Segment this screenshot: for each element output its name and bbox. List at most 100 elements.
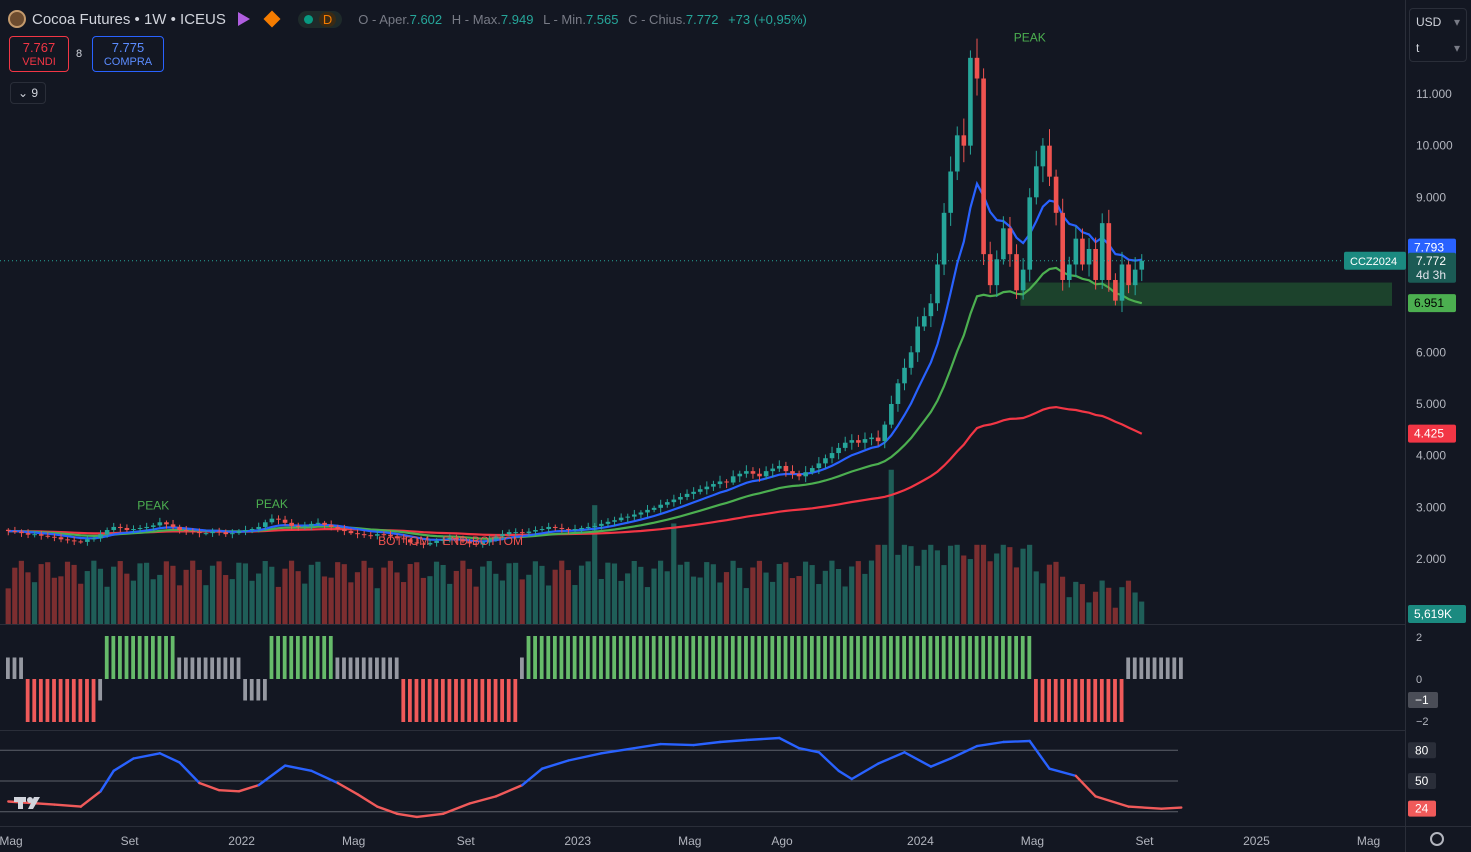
time-axis-label: Mag <box>678 834 701 848</box>
volume-bar <box>954 544 960 624</box>
histogram-bar <box>572 636 577 679</box>
histogram-bar <box>869 636 874 679</box>
candle <box>552 526 558 528</box>
histogram-bar <box>671 636 676 679</box>
volume-bar <box>1053 561 1059 624</box>
candle <box>91 538 97 540</box>
candle <box>612 520 617 522</box>
histogram-bar <box>447 679 452 722</box>
candle <box>256 526 262 530</box>
histogram-bar <box>118 636 122 679</box>
volume-bar <box>104 586 110 624</box>
volume-bar <box>796 576 802 624</box>
volume-bar <box>625 573 631 624</box>
volume-bar <box>526 574 532 624</box>
oscillator-line-segment <box>567 752 603 762</box>
sell-button[interactable]: 7.767 VENDI <box>9 36 69 72</box>
candle <box>183 530 189 532</box>
candle <box>262 522 268 527</box>
volume-bar <box>295 571 301 624</box>
volume-bar <box>1092 591 1099 624</box>
candle <box>717 481 723 485</box>
volume-bar <box>1040 583 1046 624</box>
settings-gear-icon[interactable] <box>1430 832 1444 846</box>
volume-bar <box>236 562 242 624</box>
volume-bar <box>506 563 512 624</box>
volume-bar <box>770 581 776 624</box>
histogram-bar <box>915 636 920 679</box>
candle <box>948 171 953 213</box>
volume-bar <box>183 569 189 624</box>
symbol-badge: CCZ2024 <box>1350 256 1397 268</box>
volume-bar <box>928 544 934 624</box>
candle <box>388 534 393 537</box>
candle <box>375 534 380 536</box>
histogram-bar <box>1172 657 1177 679</box>
oscillator-line-segment <box>745 736 781 742</box>
histogram-bar <box>520 657 524 679</box>
ema-fast-line <box>8 180 1142 543</box>
volume-bar <box>78 583 84 624</box>
histogram-bar <box>421 679 425 722</box>
indicators-count: 9 <box>31 86 39 100</box>
candle <box>711 484 716 487</box>
candle <box>65 539 70 541</box>
histogram-bar <box>730 636 735 679</box>
scale-menu[interactable]: USD t <box>1409 8 1467 62</box>
oscillator-line-segment <box>1028 739 1051 770</box>
candle <box>85 539 90 542</box>
histogram-bar <box>203 657 208 679</box>
histogram-bar <box>777 636 781 679</box>
buy-label: COMPRA <box>103 56 153 68</box>
histogram-bar <box>1040 679 1045 722</box>
histogram-bar <box>1165 657 1170 679</box>
candle <box>131 529 136 531</box>
histogram-bar <box>1159 657 1164 679</box>
oscillator-value-bg <box>1408 800 1436 817</box>
price-tick-label: 6.000 <box>1416 345 1446 359</box>
volume-bar <box>374 588 380 624</box>
buy-button[interactable]: 7.775 COMPRA <box>92 36 164 72</box>
diamond-icon[interactable] <box>263 10 281 28</box>
candle <box>678 496 683 500</box>
histogram-bar <box>697 636 702 679</box>
histogram-bar <box>632 636 636 679</box>
candle <box>427 542 433 545</box>
oscillator-value: 24 <box>1415 802 1429 816</box>
indicators-toggle-button[interactable]: ⌄ 9 <box>10 82 46 104</box>
volume-bar <box>611 563 618 624</box>
candle <box>1113 279 1118 301</box>
oscillator-line-segment <box>53 803 83 808</box>
candle <box>856 440 861 443</box>
volume-bar <box>223 575 229 624</box>
volume-bar <box>1059 576 1066 624</box>
volume-bar <box>170 565 176 624</box>
volume-bar <box>1033 571 1039 624</box>
volume-value-bg <box>1408 605 1466 623</box>
unit-select[interactable]: t <box>1410 35 1466 61</box>
histogram-bar <box>842 636 847 679</box>
histogram-bar <box>757 636 762 679</box>
candle <box>25 533 31 535</box>
symbol-title[interactable]: Cocoa Futures • 1W • ICEUS <box>32 10 226 28</box>
candle <box>513 532 519 534</box>
histogram-bar <box>52 679 56 722</box>
currency-select[interactable]: USD <box>1410 9 1466 35</box>
volume-bar <box>559 560 565 624</box>
oscillator-line-segment <box>817 751 840 772</box>
candle <box>809 468 815 473</box>
volume-bar <box>262 561 268 624</box>
ema-fast-value-bg <box>1408 238 1456 257</box>
volume-bar <box>84 571 90 624</box>
oscillator-line-segment <box>395 812 419 819</box>
volume-bar <box>980 544 987 624</box>
histogram-bar <box>902 636 907 679</box>
volume-bar <box>572 585 578 624</box>
flag-icon[interactable] <box>237 12 250 26</box>
market-status-pill[interactable]: D <box>297 10 343 28</box>
histogram-bar <box>849 636 854 679</box>
volume-bar <box>908 546 914 624</box>
candle <box>684 493 690 497</box>
oscillator-line-segment <box>600 747 636 755</box>
